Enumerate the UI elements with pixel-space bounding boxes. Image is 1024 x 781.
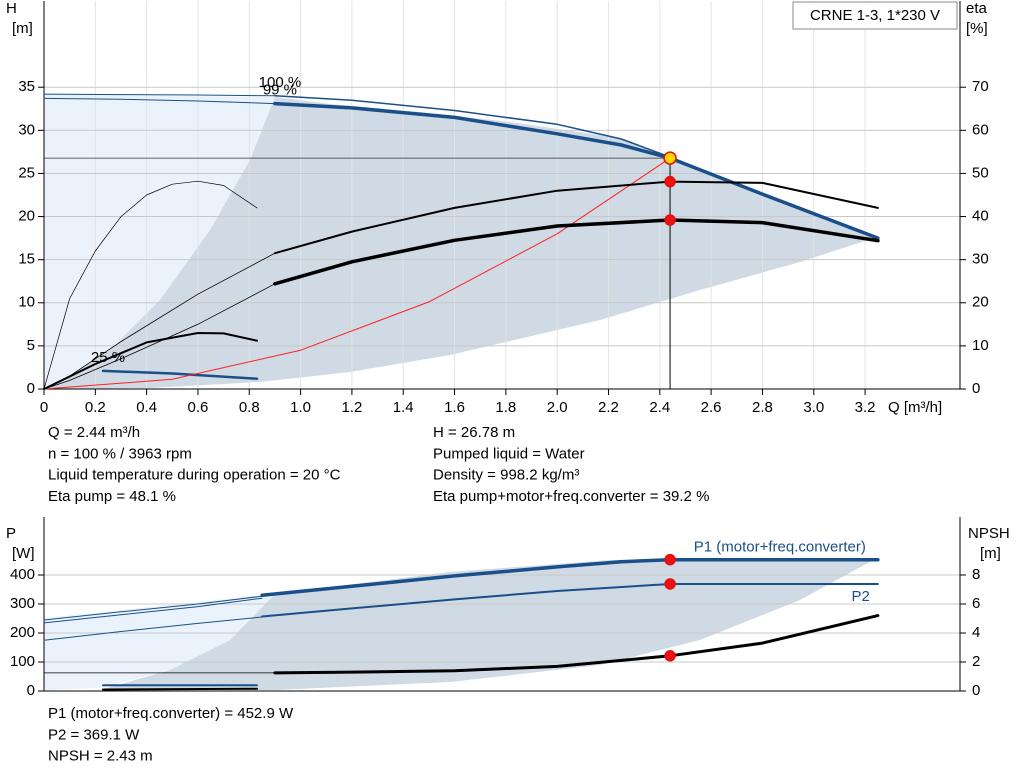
curve	[260, 557, 880, 598]
curve	[273, 101, 880, 240]
x-tick-label: 3.0	[803, 399, 824, 416]
series-label: P2	[852, 588, 870, 605]
curve	[43, 616, 263, 641]
x-tick-label: 2.4	[649, 399, 670, 416]
y-tick-label: 25	[18, 164, 35, 181]
duty-point	[664, 553, 676, 566]
x-tick-label: 0	[40, 399, 48, 416]
curve	[43, 157, 671, 390]
y2-axis-unit: [%]	[966, 20, 988, 37]
readout: n = 100 % / 3963 rpm	[48, 445, 192, 462]
readout: NPSH = 2.43 m	[48, 748, 153, 765]
readout: Eta pump = 48.1 %	[48, 488, 176, 505]
x-tick-label: 1.4	[393, 399, 414, 416]
y2-tick-label: 0	[972, 380, 980, 397]
readout: Liquid temperature during operation = 20…	[48, 467, 341, 484]
y2-tick-label: 50	[972, 164, 989, 181]
curve	[43, 332, 258, 390]
curve	[43, 180, 258, 390]
y2-tick-label: 0	[972, 682, 980, 699]
readout: Q = 2.44 m³/h	[48, 424, 140, 441]
y2-tick-label: 70	[972, 78, 989, 95]
y-axis-label: P	[6, 525, 16, 542]
range-shade	[100, 558, 877, 690]
curve	[101, 369, 259, 380]
y2-axis-label: eta	[966, 0, 988, 17]
x-tick-label: 3.2	[855, 399, 876, 416]
range-light	[44, 594, 275, 690]
curve	[261, 583, 879, 618]
y-axis-label: H	[6, 0, 17, 17]
readout: Pumped liquid = Water	[433, 445, 585, 462]
y-tick-label: 10	[18, 294, 35, 311]
series-label: 100 %	[259, 74, 302, 91]
x-tick-label: 1.8	[495, 399, 516, 416]
curve	[43, 93, 276, 97]
chart-title: CRNE 1-3, 1*230 V	[810, 7, 940, 24]
x-tick-label: 2.6	[701, 399, 722, 416]
x-axis-label: Q [m³/h]	[888, 399, 942, 416]
curve	[273, 180, 879, 255]
range-shade	[44, 97, 877, 389]
y-tick-label: 100	[10, 653, 35, 670]
curve	[273, 218, 880, 286]
y2-tick-label: 60	[972, 121, 989, 138]
curve	[43, 595, 263, 621]
y-axis-unit: [W]	[12, 545, 35, 562]
y2-tick-label: 8	[972, 566, 980, 583]
y2-tick-label: 20	[972, 294, 989, 311]
y2-tick-label: 4	[972, 624, 980, 641]
y2-tick-label: 2	[972, 653, 980, 670]
x-tick-label: 1.6	[444, 399, 465, 416]
x-tick-label: 2.0	[547, 399, 568, 416]
curve	[43, 97, 276, 105]
y2-tick-label: 10	[972, 337, 989, 354]
curve	[273, 614, 880, 675]
x-tick-label: 0.4	[136, 399, 157, 416]
curve	[43, 597, 263, 624]
duty-point	[664, 214, 676, 226]
y-axis-unit: [m]	[12, 20, 33, 37]
readout: Density = 998.2 kg/m³	[433, 467, 579, 484]
y2-axis-label: NPSH	[968, 525, 1010, 542]
y2-tick-label: 6	[972, 595, 980, 612]
curve	[102, 687, 258, 691]
readout: H = 26.78 m	[433, 424, 515, 441]
x-tick-label: 0.2	[85, 399, 106, 416]
curve	[43, 283, 276, 390]
duty-point	[664, 578, 676, 590]
duty-point	[664, 650, 676, 662]
y-tick-label: 20	[18, 208, 35, 225]
series-label: 99 %	[263, 82, 297, 99]
y-tick-label: 0	[27, 380, 35, 397]
y-tick-label: 0	[27, 682, 35, 699]
range-light	[44, 94, 275, 389]
series-label: P1 (motor+freq.converter)	[694, 539, 866, 556]
y2-axis-unit: [m]	[980, 545, 1001, 562]
y-tick-label: 300	[10, 595, 35, 612]
y-tick-label: 400	[10, 566, 35, 583]
y-tick-label: 5	[27, 337, 35, 354]
y-tick-label: 200	[10, 624, 35, 641]
duty-point	[664, 175, 676, 188]
duty-point	[663, 151, 677, 165]
y-tick-label: 30	[18, 121, 35, 138]
readout: P1 (motor+freq.converter) = 452.9 W	[48, 705, 294, 722]
y-tick-label: 15	[18, 251, 35, 268]
x-tick-label: 0.6	[188, 399, 209, 416]
readout: P2 = 369.1 W	[48, 726, 140, 743]
title-box	[792, 1, 958, 30]
y2-tick-label: 30	[972, 251, 989, 268]
y-tick-label: 35	[18, 78, 35, 95]
x-tick-label: 0.8	[239, 399, 260, 416]
x-tick-label: 1.0	[290, 399, 311, 416]
x-tick-label: 1.2	[341, 399, 362, 416]
readout: Eta pump+motor+freq.converter = 39.2 %	[433, 488, 709, 505]
x-tick-label: 2.2	[598, 399, 619, 416]
x-tick-label: 2.8	[752, 399, 773, 416]
y2-tick-label: 40	[972, 208, 989, 225]
